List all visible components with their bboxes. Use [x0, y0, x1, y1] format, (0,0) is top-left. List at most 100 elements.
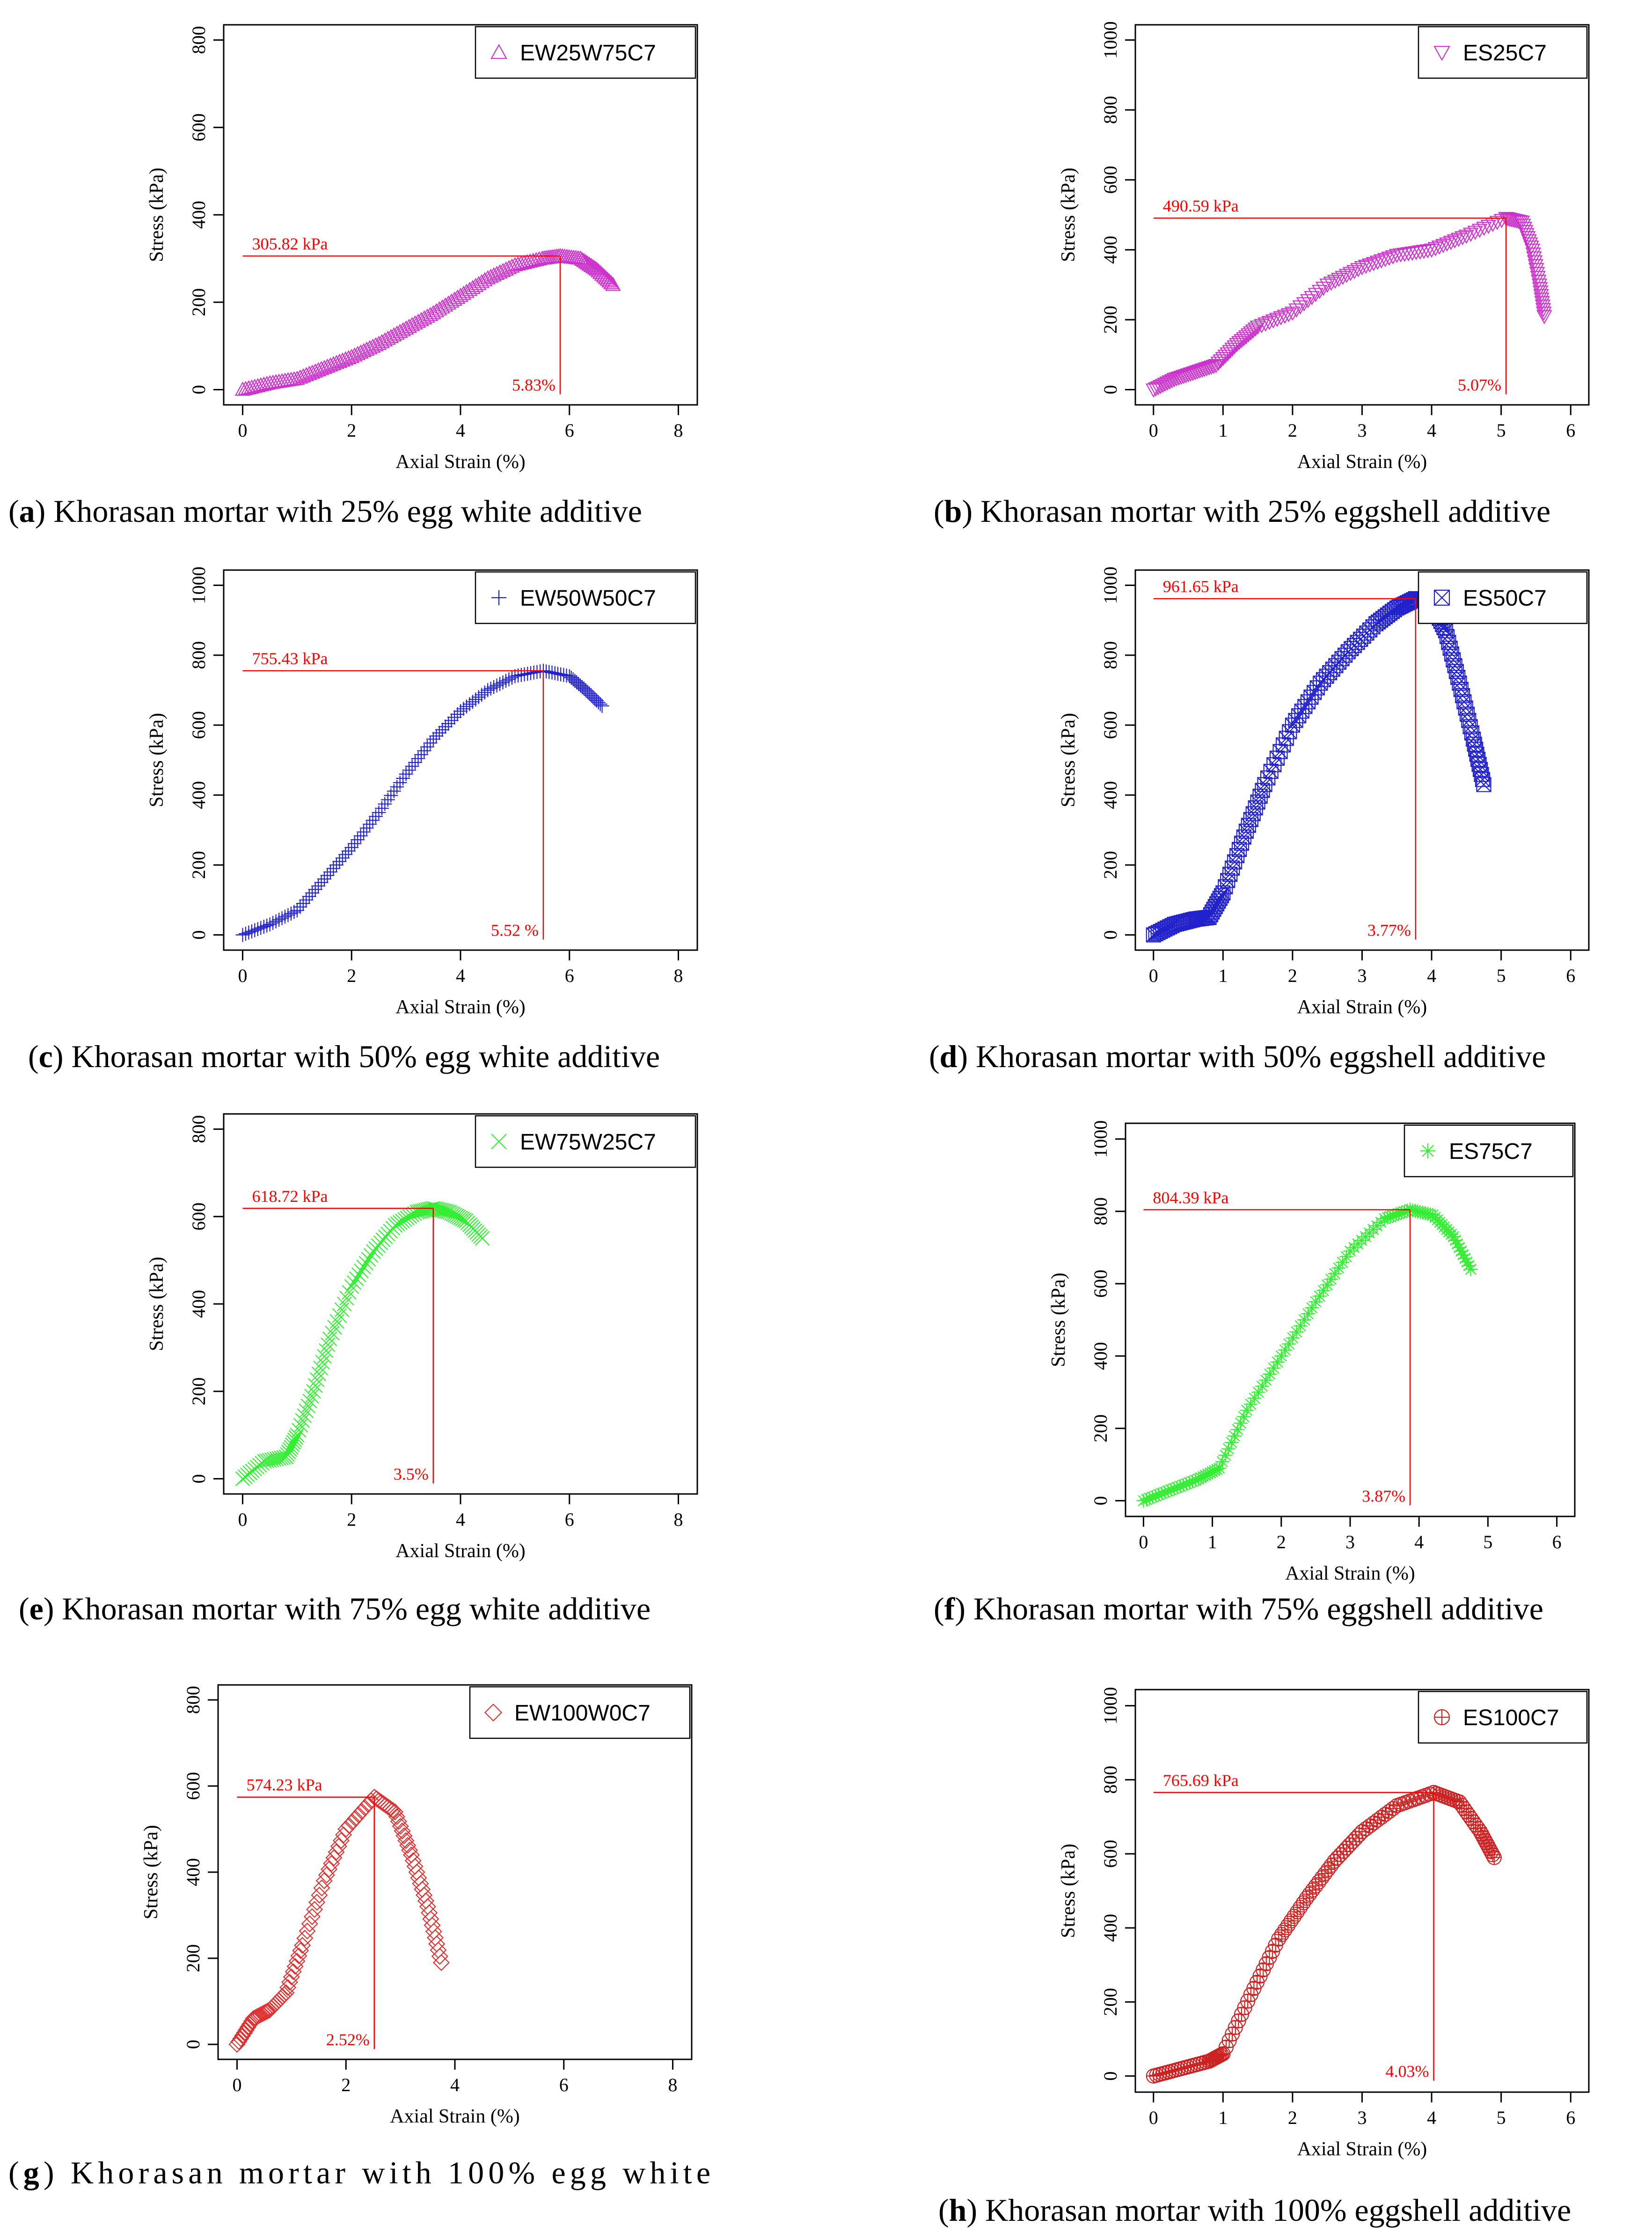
- data-point: [336, 1296, 352, 1311]
- y-tick-label: 200: [1100, 851, 1121, 879]
- data-point: [318, 1867, 335, 1884]
- data-point: [286, 1958, 304, 1975]
- data-point: [1247, 322, 1264, 337]
- data-point: [1354, 1824, 1370, 1839]
- y-tick-label: 800: [188, 641, 209, 669]
- data-point: [281, 1974, 299, 1991]
- y-tick-label: 1000: [1100, 1687, 1121, 1724]
- caption-letter: c: [39, 1039, 53, 1074]
- data-point: [1303, 689, 1319, 705]
- data-series: [1136, 1202, 1478, 1508]
- data-point: [264, 1452, 279, 1467]
- data-point: [1201, 361, 1217, 376]
- data-point: [386, 1803, 404, 1821]
- data-point: [299, 1922, 316, 1940]
- data-point: [234, 381, 251, 396]
- x-tick-label: 0: [238, 420, 247, 441]
- data-point: [1145, 383, 1162, 398]
- data-point: [384, 788, 398, 803]
- data-point: [490, 678, 504, 693]
- data-point: [474, 274, 490, 288]
- data-point: [601, 273, 617, 288]
- data-point: [402, 763, 417, 777]
- plot-frame: [1125, 1122, 1576, 1517]
- data-point: [1534, 293, 1550, 307]
- data-point: [278, 1984, 295, 2001]
- x-axis-label: Axial Strain (%): [1297, 2138, 1427, 2160]
- data-point: [1440, 1790, 1456, 1806]
- data-point: [288, 1430, 304, 1445]
- data-point: [317, 871, 332, 886]
- data-point: [1274, 1349, 1288, 1363]
- x-axis-label: Axial Strain (%): [395, 451, 526, 473]
- x-tick-label: 0: [232, 2074, 241, 2095]
- peak-stress-label: 305.82 kPa: [252, 234, 328, 253]
- data-point: [1150, 381, 1166, 395]
- peak-stress-label: 490.59 kPa: [1163, 197, 1239, 215]
- data-point: [1155, 379, 1171, 393]
- data-point: [1531, 278, 1548, 293]
- data-point: [390, 780, 404, 794]
- x-tick-label: 4: [1427, 2107, 1436, 2128]
- x-tick-label: 1: [1218, 2107, 1228, 2128]
- data-point: [389, 325, 405, 340]
- data-point: [397, 1832, 415, 1849]
- data-point: [1199, 362, 1215, 377]
- data-point: [368, 337, 384, 351]
- data-point: [1342, 267, 1359, 281]
- data-point: [411, 751, 425, 766]
- legend-marker-icon: [491, 1134, 507, 1149]
- data-point: [340, 1817, 358, 1834]
- x-tick-label: 2: [347, 965, 356, 986]
- data-point: [1427, 242, 1444, 256]
- data-point: [341, 844, 356, 858]
- data-point: [599, 271, 616, 286]
- data-point: [1247, 1391, 1262, 1406]
- data-point: [1228, 1429, 1242, 1443]
- data-point: [1536, 310, 1552, 324]
- y-tick-label: 400: [1100, 1914, 1121, 1942]
- y-axis-label: Stress (kPa): [140, 1825, 162, 1919]
- y-tick-label: 800: [188, 1115, 209, 1143]
- data-point: [1280, 308, 1297, 322]
- data-point: [1480, 220, 1497, 234]
- data-point: [380, 330, 396, 345]
- data-point: [351, 833, 365, 847]
- data-point: [371, 336, 387, 350]
- y-tick-label: 1000: [1100, 566, 1121, 604]
- data-point: [247, 379, 263, 393]
- data-point: [1327, 275, 1343, 289]
- data-point: [1408, 1204, 1422, 1218]
- data-point: [594, 266, 610, 281]
- caption-open-paren: (: [934, 493, 944, 529]
- caption-letter: h: [949, 2192, 967, 2228]
- data-point: [272, 913, 286, 927]
- data-point: [335, 851, 350, 865]
- data-point: [450, 707, 465, 722]
- data-point: [285, 1437, 300, 1452]
- data-point: [1535, 303, 1551, 317]
- data-point: [1176, 370, 1192, 384]
- legend-box: [469, 1686, 691, 1739]
- y-tick-label: 0: [1100, 2072, 1121, 2081]
- data-point: [519, 254, 535, 269]
- data-point: [1528, 263, 1544, 278]
- data-point: [401, 1841, 418, 1859]
- data-point: [321, 1337, 336, 1352]
- plot-frame: [223, 569, 698, 951]
- data-point: [441, 716, 456, 731]
- data-point: [302, 1393, 317, 1409]
- data-point: [390, 1216, 405, 1231]
- data-point: [356, 1799, 373, 1816]
- data-point: [1475, 772, 1491, 787]
- x-tick-label: 0: [1149, 2107, 1158, 2128]
- data-point: [1289, 1325, 1304, 1339]
- y-tick-label: 200: [183, 1944, 204, 1972]
- data-point: [1189, 365, 1206, 380]
- data-point: [1300, 694, 1316, 710]
- data-point: [353, 828, 368, 843]
- x-tick-label: 5: [1497, 2107, 1506, 2128]
- data-point: [247, 2009, 264, 2026]
- data-series: [235, 1201, 490, 1486]
- data-point: [556, 668, 571, 682]
